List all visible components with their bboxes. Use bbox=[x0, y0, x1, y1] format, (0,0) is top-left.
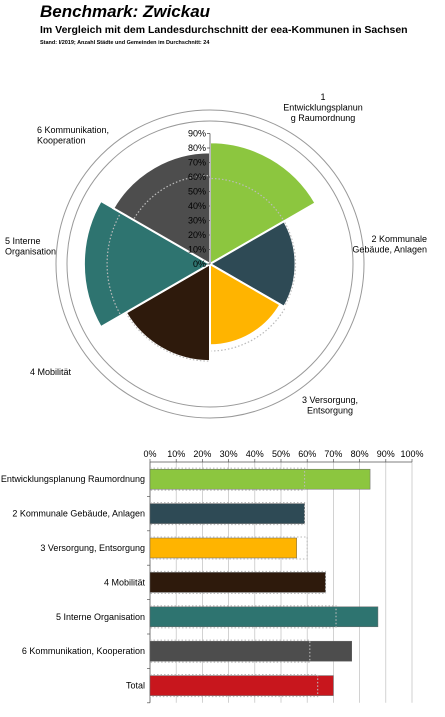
bar bbox=[149, 675, 334, 696]
average-marker bbox=[150, 674, 319, 698]
bar bbox=[149, 640, 352, 662]
axis-tick-label: 0% bbox=[193, 259, 206, 269]
bar bbox=[149, 468, 371, 490]
category-label: 6 Kommunikation, Kooperation bbox=[37, 125, 109, 146]
axis-tick-label: 70% bbox=[188, 158, 206, 168]
inner-ring bbox=[66, 120, 354, 408]
axis-tick-label: 30% bbox=[188, 216, 206, 226]
x-tick-label: 60% bbox=[298, 449, 316, 459]
average-arc bbox=[211, 177, 284, 221]
average-arc bbox=[284, 222, 297, 306]
bar bbox=[149, 503, 305, 524]
average-arc bbox=[211, 308, 286, 352]
axis-tick-label: 60% bbox=[188, 172, 206, 182]
polar-area-chart: 0% 10% 20% 30% 40% 50% 60% 70% 80% 90% 1 Entwicklun… bbox=[5, 92, 427, 419]
average-marker bbox=[150, 605, 337, 629]
outer-ring bbox=[55, 109, 365, 419]
x-tick-label: 30% bbox=[220, 449, 238, 459]
rose-sector bbox=[82, 199, 212, 329]
average-arc bbox=[106, 213, 121, 315]
category-label: 2 Kommunale Gebäude, Anlagen bbox=[12, 509, 145, 519]
average-arc bbox=[126, 313, 209, 362]
x-tick-label: 20% bbox=[193, 449, 211, 459]
category-label: 3 Versorgung, Entsorgung bbox=[40, 543, 145, 553]
page-subtitle: Im Vergleich mit dem Landesdurchschnitt … bbox=[40, 24, 408, 36]
category-label: 6 Kommunikation, Kooperation bbox=[22, 646, 145, 656]
axis-tick-label: 50% bbox=[188, 187, 206, 197]
x-tick-label: 70% bbox=[324, 449, 342, 459]
bar bbox=[149, 537, 297, 559]
rose-sector bbox=[209, 262, 282, 347]
axis-tick-label: 20% bbox=[188, 230, 206, 240]
x-tick-label: 90% bbox=[377, 449, 395, 459]
average-marker bbox=[150, 536, 308, 560]
axis-tick-label: 90% bbox=[188, 129, 206, 139]
category-label: 4 Mobilität bbox=[30, 367, 72, 377]
x-tick-label: 40% bbox=[246, 449, 264, 459]
status-note: Stand: I/2019; Anzahl Städte und Gemeind… bbox=[40, 40, 210, 46]
category-label: Total bbox=[126, 681, 145, 691]
rose-sector bbox=[209, 141, 317, 266]
category-label: 3 Versorgung, Entsorgung bbox=[302, 395, 358, 416]
x-tick-label: 80% bbox=[351, 449, 369, 459]
rose-sector bbox=[111, 151, 211, 266]
bar bbox=[149, 606, 379, 628]
category-label: 5 Interne Organisation bbox=[56, 612, 145, 622]
average-marker bbox=[150, 570, 327, 594]
page-title: Benchmark: Zwickau bbox=[40, 2, 211, 21]
x-tick-label: 50% bbox=[272, 449, 290, 459]
bar bbox=[149, 572, 326, 593]
axis-tick-label: 40% bbox=[188, 201, 206, 211]
average-marker bbox=[150, 467, 306, 491]
x-tick-label: 100% bbox=[400, 449, 423, 459]
average-marker bbox=[150, 502, 306, 526]
axis-tick-label: 10% bbox=[188, 245, 206, 255]
x-tick-label: 10% bbox=[167, 449, 185, 459]
axis-tick-label: 80% bbox=[188, 143, 206, 153]
category-label: 4 Mobilität bbox=[104, 577, 146, 587]
x-tick-label: 0% bbox=[143, 449, 156, 459]
category-label: 1 Entwicklungsplanung Raumordnung bbox=[0, 474, 145, 484]
category-label: 1 Entwicklungsplanun g Raumordnung bbox=[283, 92, 363, 123]
category-label: 2 Kommunale Gebäude, Anlagen bbox=[352, 234, 427, 255]
horizontal-bar-chart: 0% 10% 20% 30% 40% 50% 60% 70% 80% 90% 100% 1 Entwi… bbox=[0, 449, 424, 704]
category-label: 5 Interne Organisation bbox=[5, 236, 56, 257]
